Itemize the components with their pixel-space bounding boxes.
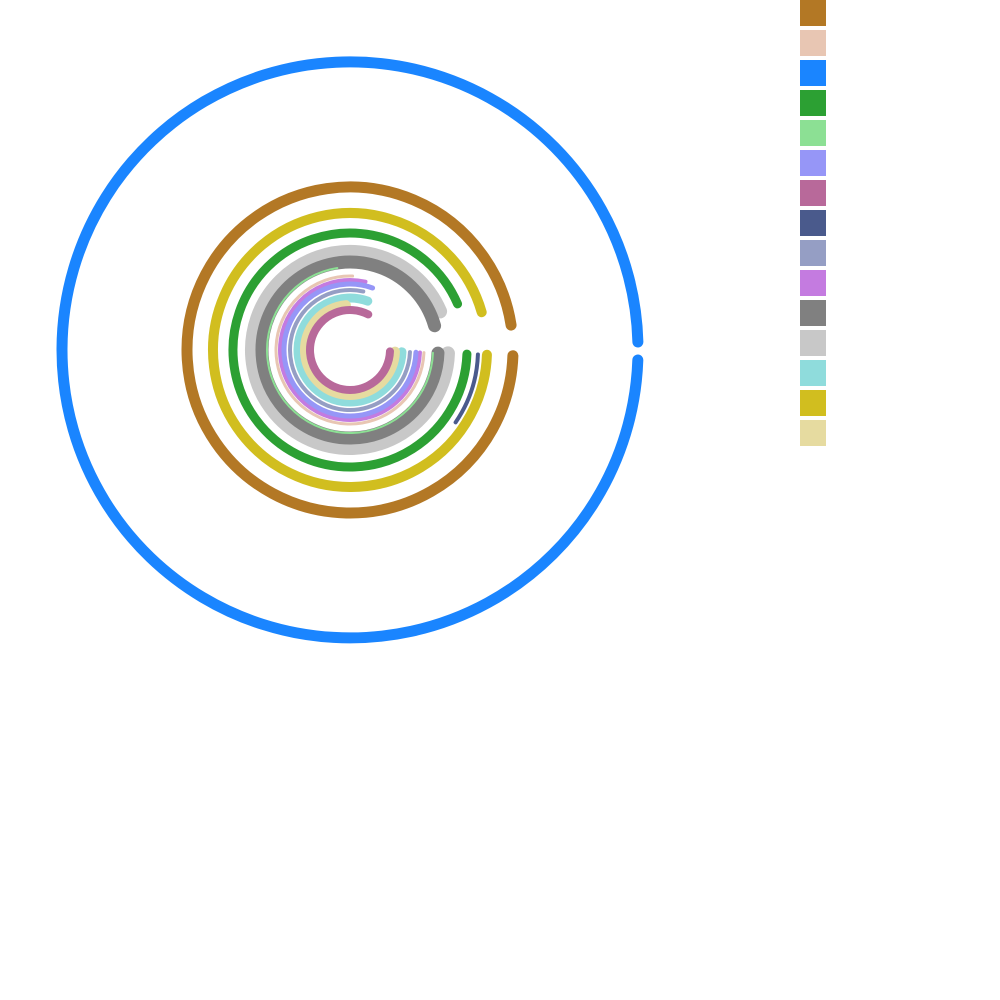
legend-item — [800, 300, 826, 326]
ring-arc-6 — [281, 281, 419, 419]
legend-swatch — [800, 210, 826, 236]
legend-swatch — [800, 330, 826, 356]
legend-swatch — [800, 420, 826, 446]
ring-arc-10 — [278, 278, 422, 422]
legend-swatch — [800, 180, 826, 206]
ring-arc-3 — [56, 56, 644, 644]
ring-arc-15 — [300, 300, 400, 400]
ring-arc-4 — [228, 228, 472, 472]
legend-swatch — [800, 60, 826, 86]
legend-swatch — [800, 90, 826, 116]
legend-swatch — [800, 360, 826, 386]
legend-swatch — [800, 120, 826, 146]
legend-item — [800, 420, 826, 446]
legend-item — [800, 60, 826, 86]
legend-item — [800, 30, 826, 56]
ring-arc-8 — [453, 352, 480, 425]
legend-swatch — [800, 300, 826, 326]
legend-item — [800, 210, 826, 236]
legend-item — [800, 120, 826, 146]
legend-swatch — [800, 270, 826, 296]
legend-item — [800, 390, 826, 416]
legend-swatch — [800, 150, 826, 176]
legend-item — [800, 240, 826, 266]
legend-swatch — [800, 240, 826, 266]
ring-arc-13 — [293, 293, 407, 407]
legend-item — [800, 90, 826, 116]
ring-arc-12 — [245, 244, 455, 455]
legend-swatch — [800, 30, 826, 56]
rings-group — [56, 56, 644, 644]
legend-item — [800, 0, 826, 26]
ring-arc-14 — [208, 208, 492, 492]
legend-swatch — [800, 0, 826, 26]
ring-arc-1 — [181, 181, 519, 519]
legend-item — [800, 180, 826, 206]
legend-item — [800, 270, 826, 296]
legend-item — [800, 150, 826, 176]
ring-arc-5 — [266, 266, 434, 435]
legend-swatch — [800, 390, 826, 416]
legend-item — [800, 330, 826, 356]
ring-arc-9 — [288, 288, 412, 412]
legend-item — [800, 360, 826, 386]
ring-arc-2 — [274, 274, 426, 426]
legend — [800, 0, 826, 450]
ring-arc-11 — [255, 255, 445, 445]
ring-arc-7 — [306, 306, 394, 394]
